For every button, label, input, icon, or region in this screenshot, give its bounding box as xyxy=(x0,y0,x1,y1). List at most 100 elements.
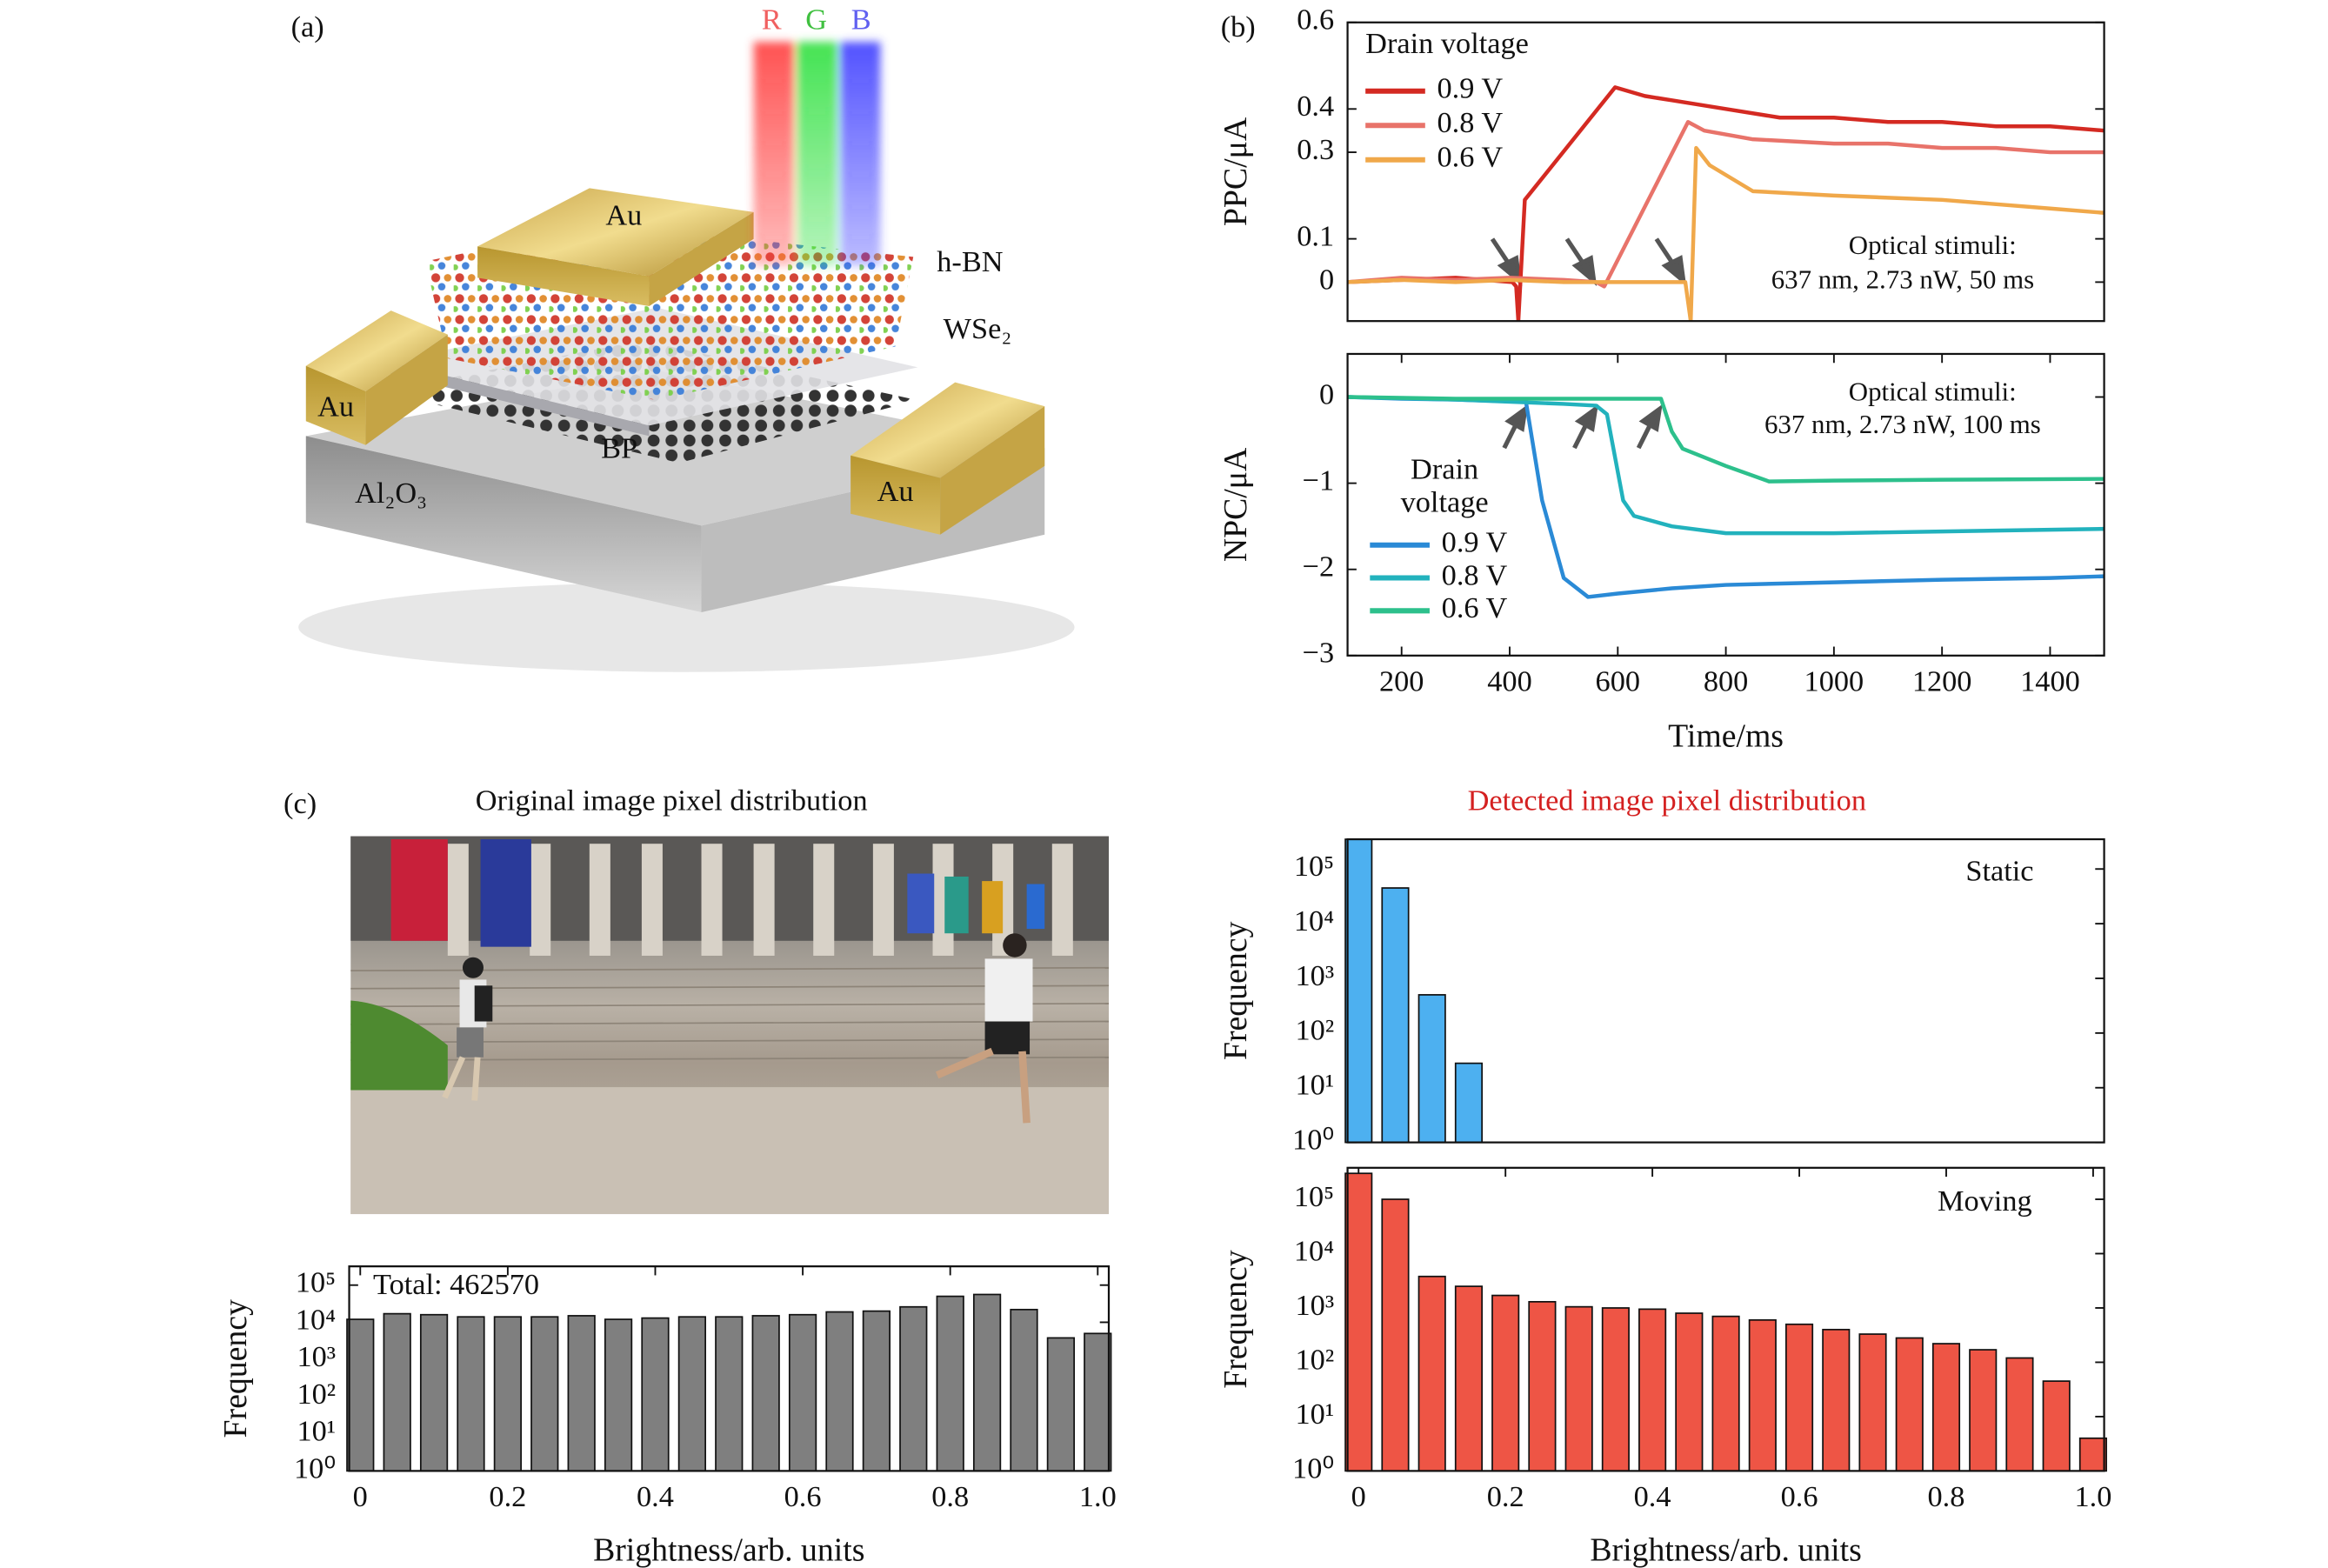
legend-label: 0.9 V xyxy=(1437,72,1504,105)
y-tick-label: −1 xyxy=(1303,464,1335,497)
y-axis-label: NPC/μA xyxy=(1217,448,1254,562)
bar xyxy=(1084,1332,1112,1472)
x-tick-label: 1400 xyxy=(2020,664,2080,697)
bar xyxy=(1344,1172,1373,1472)
beam-label: R xyxy=(762,3,782,37)
y-tick-label: 10² xyxy=(1296,1014,1335,1047)
bar xyxy=(972,1293,1002,1472)
bar xyxy=(1381,887,1410,1144)
bar xyxy=(1417,994,1446,1144)
bar xyxy=(751,1315,780,1472)
bar xyxy=(1931,1343,1961,1472)
bar xyxy=(862,1310,891,1472)
device-illustration: R G B Au h-BN WSe₂ Au BP Al₂O₃ Au xyxy=(298,3,1075,672)
x-tick-label: 0.6 xyxy=(784,1480,822,1513)
bar xyxy=(1046,1337,1076,1472)
x-tick-label: 0.4 xyxy=(1634,1480,1671,1513)
panel-label: (b) xyxy=(1221,10,1256,43)
y-tick-label: 10⁰ xyxy=(1292,1451,1334,1485)
bar xyxy=(677,1316,707,1472)
bar xyxy=(1895,1337,1924,1472)
x-tick-label: 0.2 xyxy=(1487,1480,1524,1513)
legend-label: 0.6 V xyxy=(1442,591,1508,624)
y-tick-label: 10³ xyxy=(1296,1289,1335,1322)
bar xyxy=(1638,1308,1667,1472)
bar xyxy=(1969,1349,1998,1472)
x-tick-label: 0.4 xyxy=(637,1480,674,1513)
y-axis-label: PPC/μA xyxy=(1217,117,1254,226)
plot-frame xyxy=(1346,352,2105,657)
legend-title: Drain voltage xyxy=(1365,27,1529,60)
device-label: h-BN xyxy=(937,245,1003,278)
y-tick-label: 0.1 xyxy=(1297,219,1334,252)
y-tick-label: 0.4 xyxy=(1297,90,1334,123)
bar xyxy=(457,1316,485,1472)
legend-title: voltage xyxy=(1401,485,1489,518)
bar xyxy=(2042,1380,2071,1472)
panel-label: (c) xyxy=(283,787,317,820)
x-tick-label: 1.0 xyxy=(2074,1480,2111,1513)
annotation: Optical stimuli: xyxy=(1849,376,2017,406)
bar xyxy=(1454,1062,1484,1144)
y-tick-label: 10⁵ xyxy=(1294,1180,1334,1213)
panel-title: Original image pixel distribution xyxy=(476,784,868,817)
y-tick-label: 10⁵ xyxy=(1294,850,1334,883)
bar xyxy=(2005,1357,2034,1472)
annotation: Optical stimuli: xyxy=(1849,230,2017,260)
bar xyxy=(899,1305,928,1472)
chart-title: Static xyxy=(1965,854,2033,887)
x-tick-label: 0 xyxy=(353,1480,368,1513)
annotation: Total: 462570 xyxy=(373,1268,539,1301)
y-tick-label: 10¹ xyxy=(297,1415,336,1448)
y-tick-label: 0.6 xyxy=(1297,3,1334,37)
x-tick-label: 0.6 xyxy=(1781,1480,1818,1513)
plot-frame xyxy=(1346,21,2105,323)
bar xyxy=(641,1317,670,1472)
y-tick-label: −3 xyxy=(1303,637,1335,670)
plot-frame xyxy=(1346,1166,2105,1472)
chart-title: Moving xyxy=(1938,1184,2032,1218)
x-axis-label: Time/ms xyxy=(1668,718,1784,755)
bar xyxy=(1454,1285,1484,1472)
y-tick-label: 10⁵ xyxy=(296,1266,336,1299)
bar xyxy=(1711,1315,1740,1472)
x-tick-label: 200 xyxy=(1379,664,1424,697)
legend-title: Drain xyxy=(1411,452,1478,485)
bar xyxy=(419,1313,449,1472)
y-tick-label: 10⁰ xyxy=(1292,1123,1334,1156)
x-tick-label: 1.0 xyxy=(1079,1480,1117,1513)
stimulus-arrows xyxy=(1490,237,1687,450)
legend-label: 0.8 V xyxy=(1437,106,1504,139)
bar xyxy=(1564,1305,1593,1472)
legend-label: 0.8 V xyxy=(1442,558,1508,591)
x-tick-label: 0.8 xyxy=(1928,1480,1965,1513)
annotation: 637 nm, 2.73 nW, 50 ms xyxy=(1771,264,2034,295)
panel-title: Detected image pixel distribution xyxy=(1468,784,1866,817)
y-tick-label: 10⁴ xyxy=(1294,1234,1334,1267)
bar xyxy=(1417,1275,1446,1472)
bar xyxy=(1858,1333,1887,1472)
bar xyxy=(1381,1198,1410,1472)
y-tick-label: 10⁰ xyxy=(294,1451,336,1485)
bar xyxy=(1344,838,1373,1144)
y-tick-label: 0 xyxy=(1319,377,1334,410)
bar xyxy=(715,1316,744,1472)
x-tick-label: 0.8 xyxy=(931,1480,969,1513)
y-axis-label: Frequency xyxy=(1217,1250,1254,1389)
legend-label: 0.6 V xyxy=(1437,141,1504,174)
y-tick-label: 10² xyxy=(297,1378,336,1411)
x-axis-label: Brightness/arb. units xyxy=(1590,1531,1861,1568)
data-line xyxy=(1347,395,2105,536)
bar xyxy=(1675,1312,1704,1472)
bar xyxy=(1528,1300,1557,1472)
x-tick-label: 0 xyxy=(1351,1480,1366,1513)
x-tick-label: 800 xyxy=(1704,664,1748,697)
y-axis-label: Frequency xyxy=(1217,922,1254,1061)
plot-frame xyxy=(1346,837,2105,1144)
plot-frame xyxy=(348,1265,1111,1472)
device-label: Al₂O₃ xyxy=(355,477,427,510)
bar xyxy=(1784,1323,1814,1472)
y-tick-label: 0 xyxy=(1319,263,1334,296)
